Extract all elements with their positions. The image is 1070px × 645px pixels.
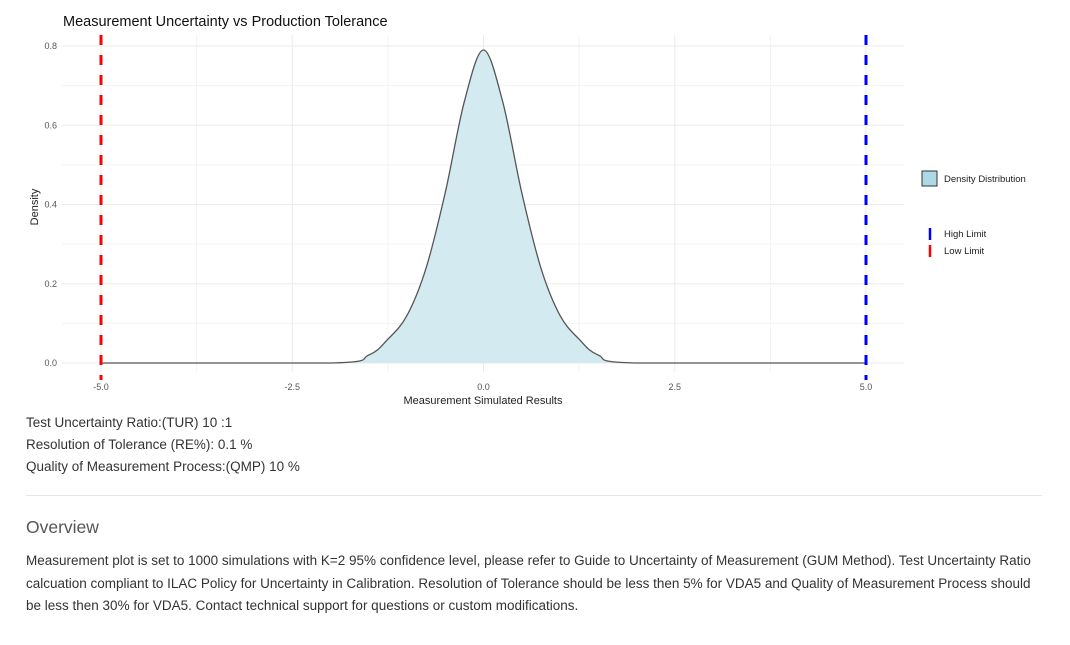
y-tick-label: 0.6 <box>44 120 57 130</box>
y-tick-label: 0.4 <box>44 200 57 210</box>
y-tick-label: 0.0 <box>44 358 57 368</box>
y-axis-label: Density <box>29 188 41 225</box>
tur-text: Test Uncertainty Ratio:(TUR) 10 :1 <box>26 415 233 430</box>
y-tick-label: 0.2 <box>44 279 57 289</box>
re-text: Resolution of Tolerance (RE%): 0.1 % <box>26 437 253 452</box>
x-tick-label: -5.0 <box>93 382 109 392</box>
legend-swatch-density <box>921 170 938 187</box>
density-area <box>101 49 866 364</box>
x-tick-label: 0.0 <box>477 382 490 392</box>
legend-label-high-limit: High Limit <box>944 229 987 240</box>
measurement-stats: Test Uncertainty Ratio:(TUR) 10 :1 Resol… <box>26 412 300 478</box>
x-tick-label: -2.5 <box>284 382 300 392</box>
x-axis-label: Measurement Simulated Results <box>404 395 563 407</box>
density-line <box>100 49 866 364</box>
legend-label-density: Density Distribution <box>944 174 1026 185</box>
density-chart: -5.0 -2.5 0.0 2.5 5.0 0.0 0.2 0.4 0.6 0.8 Measur… <box>29 14 1026 407</box>
overview-text: Measurement plot is set to 1000 simulati… <box>26 553 1031 613</box>
section-divider <box>26 495 1042 496</box>
y-tick-label: 0.8 <box>44 41 57 51</box>
x-tick-label: 5.0 <box>860 382 873 392</box>
y-axis-ticks: 0.0 0.2 0.4 0.6 0.8 <box>44 41 57 368</box>
legend: Density Distribution High Limit Low Limi… <box>921 170 1026 257</box>
overview-title: Overview <box>26 517 99 537</box>
x-axis-ticks: -5.0 -2.5 0.0 2.5 5.0 <box>93 382 872 392</box>
limit-lines <box>99 35 868 380</box>
x-tick-label: 2.5 <box>668 382 681 392</box>
chart-title: Measurement Uncertainty vs Production To… <box>63 14 388 30</box>
legend-label-low-limit: Low Limit <box>944 246 984 257</box>
qmp-text: Quality of Measurement Process:(QMP) 10 … <box>26 459 300 474</box>
